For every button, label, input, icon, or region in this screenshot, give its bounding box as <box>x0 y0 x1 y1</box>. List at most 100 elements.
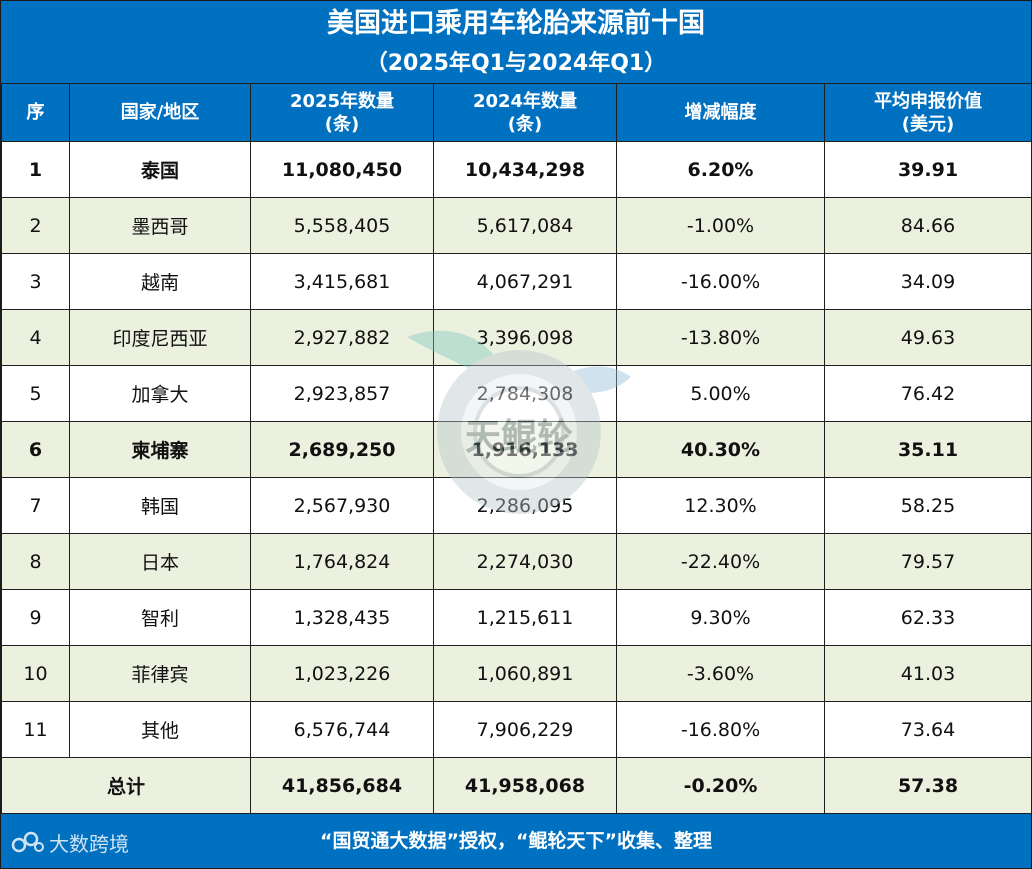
total-label: 总计 <box>2 758 251 814</box>
cell-qty-2024: 1,916,133 <box>434 422 617 478</box>
header-qty-2024-line1: 2024年数量 <box>473 91 577 112</box>
import-table: 序 国家/地区 2025年数量 (条) 2024年数量 (条) 增减幅度 平均申… <box>1 83 1032 814</box>
cell-qty-2025: 2,923,857 <box>251 366 434 422</box>
footer-credit: “国贸通大数据”授权，“鲲轮天下”收集、整理 <box>1 828 1031 854</box>
cell-price: 62.33 <box>825 590 1032 646</box>
cell-country: 墨西哥 <box>70 198 251 254</box>
cell-price: 79.57 <box>825 534 1032 590</box>
header-price: 平均申报价值 (美元) <box>825 84 1032 142</box>
cell-index: 9 <box>2 590 70 646</box>
cell-index: 4 <box>2 310 70 366</box>
cell-country: 加拿大 <box>70 366 251 422</box>
cell-qty-2025: 6,576,744 <box>251 702 434 758</box>
cell-change: -1.00% <box>617 198 825 254</box>
cell-change: 12.30% <box>617 478 825 534</box>
cell-qty-2025: 1,023,226 <box>251 646 434 702</box>
table-row: 11 其他 6,576,744 7,906,229 -16.80% 73.64 <box>2 702 1032 758</box>
cell-qty-2025: 2,689,250 <box>251 422 434 478</box>
header-qty-2025-line2: (条) <box>325 114 359 135</box>
cell-country: 越南 <box>70 254 251 310</box>
total-change: -0.20% <box>617 758 825 814</box>
header-price-line1: 平均申报价值 <box>874 91 982 112</box>
cell-price: 76.42 <box>825 366 1032 422</box>
cell-qty-2024: 1,215,611 <box>434 590 617 646</box>
cell-qty-2025: 3,415,681 <box>251 254 434 310</box>
cell-change: 6.20% <box>617 142 825 198</box>
cell-country: 其他 <box>70 702 251 758</box>
cell-index: 8 <box>2 534 70 590</box>
table-row: 6 柬埔寨 2,689,250 1,916,133 40.30% 35.11 <box>2 422 1032 478</box>
cell-price: 84.66 <box>825 198 1032 254</box>
cell-price: 41.03 <box>825 646 1032 702</box>
cell-country: 智利 <box>70 590 251 646</box>
header-price-line2: (美元) <box>902 114 954 135</box>
cell-country: 印度尼西亚 <box>70 310 251 366</box>
cell-index: 10 <box>2 646 70 702</box>
table-row: 1 泰国 11,080,450 10,434,298 6.20% 39.91 <box>2 142 1032 198</box>
cell-country: 韩国 <box>70 478 251 534</box>
page-title: 美国进口乘用车轮胎来源前十国 <box>1 7 1031 41</box>
cell-country: 泰国 <box>70 142 251 198</box>
cell-qty-2025: 1,328,435 <box>251 590 434 646</box>
cell-change: -16.00% <box>617 254 825 310</box>
cell-qty-2025: 1,764,824 <box>251 534 434 590</box>
cell-change: 40.30% <box>617 422 825 478</box>
cell-change: -3.60% <box>617 646 825 702</box>
cell-change: -13.80% <box>617 310 825 366</box>
cell-index: 5 <box>2 366 70 422</box>
header-qty-2025: 2025年数量 (条) <box>251 84 434 142</box>
header-country: 国家/地区 <box>70 84 251 142</box>
cell-price: 39.91 <box>825 142 1032 198</box>
cell-price: 73.64 <box>825 702 1032 758</box>
cell-country: 柬埔寨 <box>70 422 251 478</box>
cell-qty-2024: 2,286,095 <box>434 478 617 534</box>
cell-qty-2024: 1,060,891 <box>434 646 617 702</box>
table-row: 7 韩国 2,567,930 2,286,095 12.30% 58.25 <box>2 478 1032 534</box>
cell-price: 49.63 <box>825 310 1032 366</box>
cell-change: 9.30% <box>617 590 825 646</box>
cell-index: 6 <box>2 422 70 478</box>
total-row: 总计 41,856,684 41,958,068 -0.20% 57.38 <box>2 758 1032 814</box>
cell-change: -22.40% <box>617 534 825 590</box>
total-price: 57.38 <box>825 758 1032 814</box>
cell-index: 7 <box>2 478 70 534</box>
cell-qty-2025: 2,927,882 <box>251 310 434 366</box>
table-row: 4 印度尼西亚 2,927,882 3,396,098 -13.80% 49.6… <box>2 310 1032 366</box>
cell-country: 日本 <box>70 534 251 590</box>
cell-qty-2025: 5,558,405 <box>251 198 434 254</box>
cell-index: 2 <box>2 198 70 254</box>
cell-qty-2024: 2,784,308 <box>434 366 617 422</box>
total-qty-2024: 41,958,068 <box>434 758 617 814</box>
cell-price: 35.11 <box>825 422 1032 478</box>
header-qty-2025-line1: 2025年数量 <box>290 91 394 112</box>
cell-qty-2024: 10,434,298 <box>434 142 617 198</box>
footer: 大数跨境 “国贸通大数据”授权，“鲲轮天下”收集、整理 <box>1 814 1031 868</box>
table-row: 8 日本 1,764,824 2,274,030 -22.40% 79.57 <box>2 534 1032 590</box>
cell-index: 1 <box>2 142 70 198</box>
cell-index: 11 <box>2 702 70 758</box>
table-row: 3 越南 3,415,681 4,067,291 -16.00% 34.09 <box>2 254 1032 310</box>
cell-change: 5.00% <box>617 366 825 422</box>
page-subtitle: （2025年Q1与2024年Q1） <box>1 49 1031 79</box>
cell-price: 34.09 <box>825 254 1032 310</box>
cell-country: 菲律宾 <box>70 646 251 702</box>
cell-qty-2025: 2,567,930 <box>251 478 434 534</box>
cell-index: 3 <box>2 254 70 310</box>
header-change: 增减幅度 <box>617 84 825 142</box>
cell-qty-2024: 4,067,291 <box>434 254 617 310</box>
table-row: 2 墨西哥 5,558,405 5,617,084 -1.00% 84.66 <box>2 198 1032 254</box>
header-index: 序 <box>2 84 70 142</box>
table-row: 5 加拿大 2,923,857 2,784,308 5.00% 76.42 <box>2 366 1032 422</box>
cell-change: -16.80% <box>617 702 825 758</box>
cell-qty-2024: 2,274,030 <box>434 534 617 590</box>
table-row: 9 智利 1,328,435 1,215,611 9.30% 62.33 <box>2 590 1032 646</box>
table-row: 10 菲律宾 1,023,226 1,060,891 -3.60% 41.03 <box>2 646 1032 702</box>
header-qty-2024-line2: (条) <box>508 114 542 135</box>
cell-price: 58.25 <box>825 478 1032 534</box>
total-qty-2025: 41,856,684 <box>251 758 434 814</box>
cell-qty-2024: 3,396,098 <box>434 310 617 366</box>
title-block: 美国进口乘用车轮胎来源前十国 （2025年Q1与2024年Q1） <box>1 1 1031 83</box>
cell-qty-2025: 11,080,450 <box>251 142 434 198</box>
cell-qty-2024: 5,617,084 <box>434 198 617 254</box>
